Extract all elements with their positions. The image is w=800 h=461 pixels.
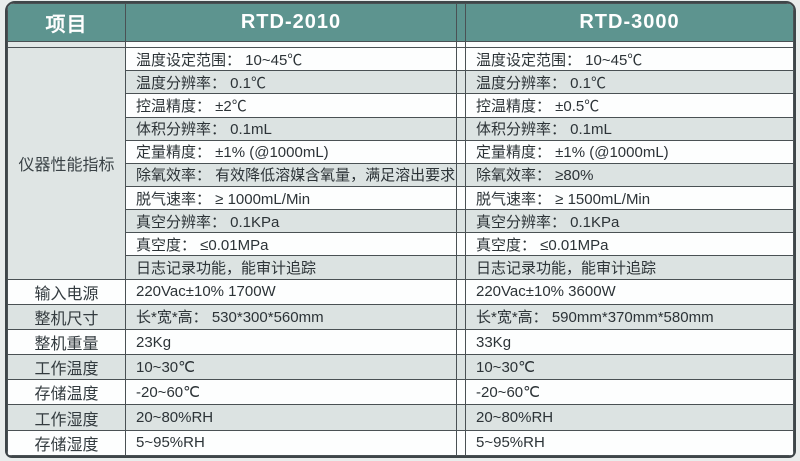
spec-cell-rtd3000: 脱气速率： ≥ 1500mL/Min xyxy=(465,185,794,211)
spec-cell-rtd3000: 日志记录功能，能审计追踪 xyxy=(465,255,794,280)
table-row: 存储温度 -20~60℃ -20~60℃ xyxy=(7,379,794,406)
column-divider xyxy=(456,354,466,381)
spec-cell-rtd3000: 真空分辨率： 0.1KPa xyxy=(465,209,794,234)
spec-row-label: 输入电源 xyxy=(7,278,126,305)
spec-cell-rtd2010: 真空分辨率： 0.1KPa xyxy=(125,209,457,234)
spec-cell-rtd3000: 5~95%RH xyxy=(465,429,794,456)
spec-cell-rtd2010: 温度设定范围： 10~45℃ xyxy=(125,47,457,72)
spec-cell-rtd3000: 温度分辨率： 0.1℃ xyxy=(465,70,794,95)
spec-cell-rtd2010: -20~60℃ xyxy=(125,379,457,406)
spec-cell-rtd2010: 除氧效率： 有效降低溶媒含氧量，满足溶出要求 xyxy=(125,162,457,187)
spec-row-label: 存储温度 xyxy=(7,379,126,406)
spec-cell-rtd2010: 日志记录功能，能审计追踪 xyxy=(125,255,457,280)
performance-section-label: 仪器性能指标 xyxy=(7,47,126,280)
spec-cell-rtd3000: 220Vac±10% 3600W xyxy=(465,278,794,305)
spec-cell-rtd2010: 真空度： ≤0.01MPa xyxy=(125,232,457,257)
column-divider xyxy=(456,303,466,330)
table-row: 输入电源 220Vac±10% 1700W 220Vac±10% 3600W xyxy=(7,278,794,305)
column-divider xyxy=(456,255,466,280)
column-divider xyxy=(456,139,466,164)
spec-cell-rtd2010: 23Kg xyxy=(125,328,457,356)
table-row: 真空分辨率： 0.1KPa 真空分辨率： 0.1KPa xyxy=(7,209,794,234)
spec-cell-rtd3000: 33Kg xyxy=(465,328,794,356)
column-divider xyxy=(456,116,466,141)
spec-row-label: 整机尺寸 xyxy=(7,303,126,330)
spec-row-label: 工作温度 xyxy=(7,354,126,381)
spec-comparison-table: 项目 RTD-2010 RTD-3000 仪器性能指标 温度设定范围： 10~4… xyxy=(7,3,794,456)
column-header-rtd2010: RTD-2010 xyxy=(125,3,457,42)
spec-cell-rtd3000: 真空度： ≤0.01MPa xyxy=(465,232,794,257)
column-header-rtd3000: RTD-3000 xyxy=(465,3,794,42)
spec-row-label: 存储湿度 xyxy=(7,429,126,456)
column-divider xyxy=(456,70,466,95)
spec-cell-rtd2010: 控温精度： ±2℃ xyxy=(125,93,457,118)
table-row: 控温精度： ±2℃ 控温精度： ±0.5℃ xyxy=(7,93,794,118)
table-row: 温度分辨率： 0.1℃ 温度分辨率： 0.1℃ xyxy=(7,70,794,95)
column-divider xyxy=(456,209,466,234)
spec-cell-rtd2010: 220Vac±10% 1700W xyxy=(125,278,457,305)
spec-table-frame: 项目 RTD-2010 RTD-3000 仪器性能指标 温度设定范围： 10~4… xyxy=(5,1,796,458)
spec-cell-rtd3000: 20~80%RH xyxy=(465,404,794,431)
column-divider xyxy=(456,404,466,431)
table-row: 除氧效率： 有效降低溶媒含氧量，满足溶出要求 除氧效率： ≥80% xyxy=(7,162,794,187)
table-row: 体积分辨率： 0.1mL 体积分辨率： 0.1mL xyxy=(7,116,794,141)
column-divider xyxy=(456,328,466,356)
spec-row-label: 整机重量 xyxy=(7,328,126,356)
column-divider xyxy=(456,185,466,211)
table-row: 整机重量 23Kg 33Kg xyxy=(7,328,794,356)
spec-cell-rtd2010: 脱气速率： ≥ 1000mL/Min xyxy=(125,185,457,211)
column-divider xyxy=(456,429,466,456)
column-divider xyxy=(456,379,466,406)
column-divider xyxy=(456,278,466,305)
table-row: 定量精度： ±1% (@1000mL) 定量精度： ±1% (@1000mL) xyxy=(7,139,794,164)
column-header-item: 项目 xyxy=(7,3,126,42)
table-row: 存储湿度 5~95%RH 5~95%RH xyxy=(7,429,794,456)
column-divider xyxy=(456,3,466,42)
spec-cell-rtd2010: 20~80%RH xyxy=(125,404,457,431)
spec-row-label: 工作湿度 xyxy=(7,404,126,431)
spec-cell-rtd2010: 长*宽*高： 530*300*560mm xyxy=(125,303,457,330)
spec-cell-rtd3000: -20~60℃ xyxy=(465,379,794,406)
spec-cell-rtd3000: 控温精度： ±0.5℃ xyxy=(465,93,794,118)
spec-cell-rtd3000: 体积分辨率： 0.1mL xyxy=(465,116,794,141)
table-row: 日志记录功能，能审计追踪 日志记录功能，能审计追踪 xyxy=(7,255,794,280)
table-row: 真空度： ≤0.01MPa 真空度： ≤0.01MPa xyxy=(7,232,794,257)
header-row: 项目 RTD-2010 RTD-3000 xyxy=(7,3,794,42)
spec-cell-rtd2010: 定量精度： ±1% (@1000mL) xyxy=(125,139,457,164)
table-row: 工作湿度 20~80%RH 20~80%RH xyxy=(7,404,794,431)
spec-cell-rtd2010: 体积分辨率： 0.1mL xyxy=(125,116,457,141)
table-row: 工作温度 10~30℃ 10~30℃ xyxy=(7,354,794,381)
spec-cell-rtd3000: 长*宽*高： 590mm*370mm*580mm xyxy=(465,303,794,330)
spec-cell-rtd3000: 温度设定范围： 10~45℃ xyxy=(465,47,794,72)
spec-cell-rtd3000: 定量精度： ±1% (@1000mL) xyxy=(465,139,794,164)
spec-cell-rtd2010: 10~30℃ xyxy=(125,354,457,381)
table-row: 脱气速率： ≥ 1000mL/Min 脱气速率： ≥ 1500mL/Min xyxy=(7,185,794,211)
spec-cell-rtd3000: 10~30℃ xyxy=(465,354,794,381)
spec-cell-rtd2010: 温度分辨率： 0.1℃ xyxy=(125,70,457,95)
table-row: 仪器性能指标 温度设定范围： 10~45℃ 温度设定范围： 10~45℃ xyxy=(7,47,794,280)
column-divider xyxy=(456,47,466,72)
spec-cell-rtd2010: 5~95%RH xyxy=(125,429,457,456)
column-divider xyxy=(456,162,466,187)
column-divider xyxy=(456,232,466,257)
spec-cell-rtd3000: 除氧效率： ≥80% xyxy=(465,162,794,187)
table-row: 整机尺寸 长*宽*高： 530*300*560mm 长*宽*高： 590mm*3… xyxy=(7,303,794,330)
column-divider xyxy=(456,93,466,118)
